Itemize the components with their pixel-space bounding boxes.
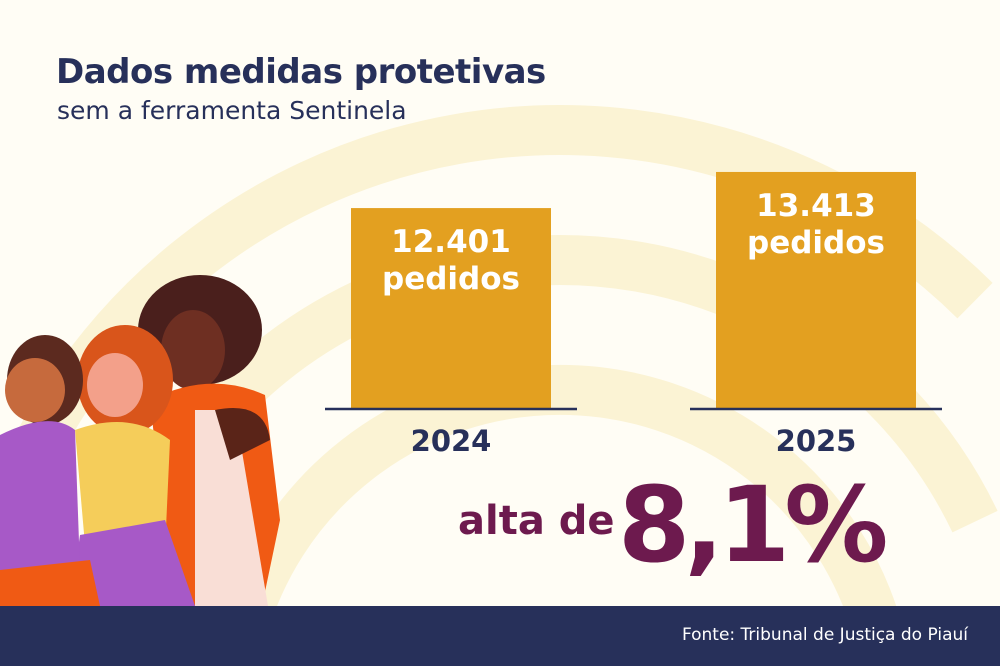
footer: Fonte: Tribunal de Justiça do Piauí: [0, 606, 1000, 666]
x-tick-label: 2025: [776, 424, 857, 458]
women-embracing-illustration: [0, 275, 280, 606]
growth-label: alta de: [458, 498, 615, 544]
source-text: Fonte: Tribunal de Justiça do Piauí: [681, 625, 968, 645]
x-tick-label: 2024: [411, 424, 492, 458]
page-subtitle: sem a ferramenta Sentinela: [57, 96, 407, 125]
bar-data-label: 12.401: [391, 224, 511, 260]
bar-data-label: pedidos: [747, 225, 885, 261]
bar-2024: [351, 208, 551, 408]
growth-value: 8,1%: [618, 464, 888, 586]
background-arc: [215, 364, 905, 647]
bar-data-label: pedidos: [382, 261, 520, 297]
page-title: Dados medidas protetivas: [56, 52, 546, 92]
bar-data-label: 13.413: [756, 188, 876, 224]
bar-2025: [716, 171, 916, 408]
